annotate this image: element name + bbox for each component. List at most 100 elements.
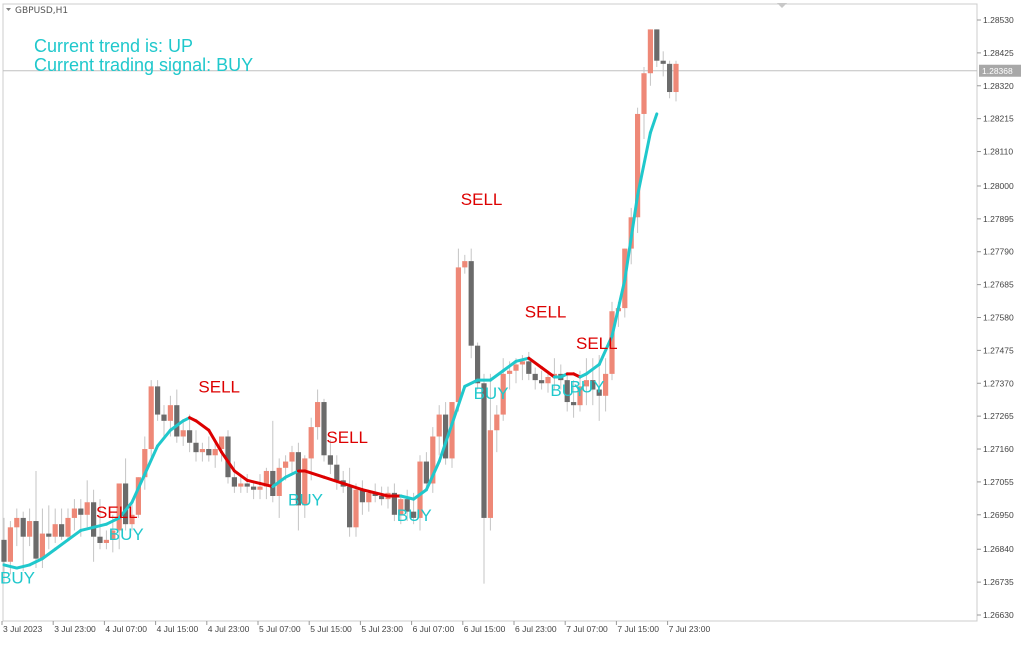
trend-line-segment (168, 419, 185, 432)
candle-body (635, 113, 641, 218)
signal-status-text: Current trading signal: BUY (34, 55, 254, 75)
candle (583, 358, 589, 406)
candle (276, 458, 282, 518)
candle-body (59, 524, 65, 537)
candle-body (411, 511, 417, 518)
price-tick-label: 1.26630 (983, 610, 1014, 620)
candle-body (507, 370, 513, 374)
candle-body (257, 486, 263, 490)
price-tick-label: 1.28425 (983, 48, 1014, 58)
candle-body (347, 486, 353, 528)
candle-body (212, 449, 218, 456)
candle-body (14, 517, 20, 528)
candle-body (84, 502, 90, 515)
candle (545, 373, 551, 393)
candle (257, 474, 263, 500)
candle-body (20, 517, 26, 537)
price-tick-label: 1.26840 (983, 544, 1014, 554)
candle (487, 373, 493, 531)
candle-body (65, 517, 71, 537)
candle-body (404, 499, 410, 512)
time-tick-label: 7 Jul 07:00 (566, 624, 608, 634)
candle-body (391, 492, 397, 515)
candle (635, 107, 641, 233)
candle (500, 358, 506, 421)
candle-body (52, 524, 58, 537)
candle (289, 445, 295, 475)
candle-body (289, 452, 295, 462)
candle-body (564, 380, 570, 403)
candle (443, 402, 449, 465)
signal-label: BUY (474, 384, 509, 403)
candle (481, 373, 487, 584)
time-tick-label: 4 Jul 15:00 (157, 624, 199, 634)
candle-body (231, 477, 237, 487)
trend-line-segment (284, 469, 300, 479)
candle (187, 414, 193, 453)
candle-body (283, 461, 289, 468)
price-tick-label: 1.26950 (983, 510, 1014, 520)
candle-body (673, 63, 679, 93)
time-tick-label: 6 Jul 15:00 (464, 624, 506, 634)
price-tick-label: 1.28110 (983, 147, 1013, 157)
trend-line-segment (104, 516, 121, 526)
candle (494, 405, 500, 453)
candle (404, 489, 410, 522)
candle-body (372, 492, 378, 496)
price-tick-label: 1.28000 (983, 181, 1014, 191)
signal-label: BUY (109, 525, 144, 544)
candle-body (545, 377, 551, 384)
trend-line-segment (15, 563, 32, 570)
trend-line-segment (424, 460, 441, 492)
candle-body (238, 483, 244, 487)
candle (660, 51, 666, 77)
candle (142, 436, 148, 490)
trend-line-segment (303, 469, 326, 479)
candle-body (532, 373, 538, 381)
candle (532, 367, 538, 390)
candle-body (647, 29, 653, 74)
candle-body (334, 464, 340, 481)
candle (206, 436, 212, 462)
time-tick-label: 5 Jul 07:00 (259, 624, 301, 634)
trend-line-segment (28, 557, 44, 567)
candle (174, 389, 180, 443)
candle (379, 486, 385, 506)
candle-body (539, 380, 545, 384)
candle (359, 480, 365, 515)
trend-line-segment (40, 547, 57, 561)
trend-line-segment (412, 488, 428, 501)
candle-body (500, 373, 506, 415)
symbol-label: GBPUSD,H1 (15, 6, 68, 16)
candle-body (315, 402, 321, 428)
trend-line-segment (501, 359, 518, 373)
chevron-down-icon (6, 8, 11, 11)
candles-group (1, 29, 679, 584)
candle (65, 508, 71, 540)
trend-line-segment (92, 522, 108, 529)
chart-shift-marker-icon[interactable] (777, 3, 787, 8)
candle-body (660, 60, 666, 64)
candle (315, 389, 321, 440)
candle-body (174, 405, 180, 437)
candle-body (443, 414, 449, 459)
price-tick-label: 1.26735 (983, 577, 1014, 587)
candle-body (571, 402, 577, 406)
signal-label: SELL (198, 378, 240, 397)
candle-body (430, 436, 436, 484)
candle (161, 405, 167, 440)
price-tick-label: 1.27160 (983, 444, 1014, 454)
trend-line-segment (245, 478, 262, 485)
candle-body (244, 483, 250, 487)
candle (135, 477, 141, 518)
trend-line-segment (514, 356, 531, 363)
candle (327, 439, 333, 475)
candle-body (219, 436, 225, 450)
chart-frame (2, 3, 978, 622)
trend-line-segment (156, 428, 172, 448)
chart-title-tab[interactable]: GBPUSD,H1 (6, 6, 68, 16)
time-axis: 3 Jul 2023 3 Jul 23:00 4 Jul 07:00 4 Jul 15… (1, 621, 710, 634)
candle (33, 470, 39, 569)
